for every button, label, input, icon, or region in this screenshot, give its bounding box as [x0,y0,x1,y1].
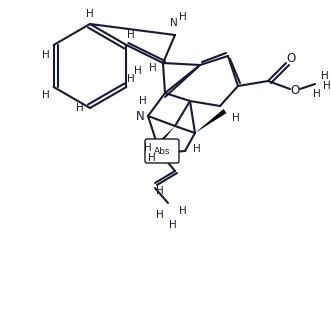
Text: O: O [286,52,296,64]
Text: H: H [139,96,147,106]
Text: H: H [127,74,135,84]
Text: H: H [193,144,201,154]
Polygon shape [195,109,226,133]
Text: H: H [144,143,152,153]
Text: H: H [148,153,156,163]
Text: H: H [42,50,50,60]
Text: Abs: Abs [154,146,170,156]
Polygon shape [154,126,175,149]
Text: H: H [179,12,187,22]
Text: O: O [290,83,300,96]
Text: N: N [136,109,144,123]
Text: H: H [169,220,177,230]
Text: H: H [156,210,164,220]
Text: H: H [86,9,94,19]
FancyBboxPatch shape [145,139,179,163]
Text: H: H [149,63,157,73]
Text: H: H [321,71,329,81]
Text: H: H [313,89,321,99]
Text: H: H [156,186,164,196]
Text: H: H [232,113,240,123]
Text: H: H [127,30,135,40]
Text: H: H [179,206,187,216]
Text: N: N [170,18,178,28]
Text: H: H [76,103,84,113]
Text: H: H [42,90,50,100]
Text: H: H [323,81,331,91]
Text: H: H [134,66,142,76]
